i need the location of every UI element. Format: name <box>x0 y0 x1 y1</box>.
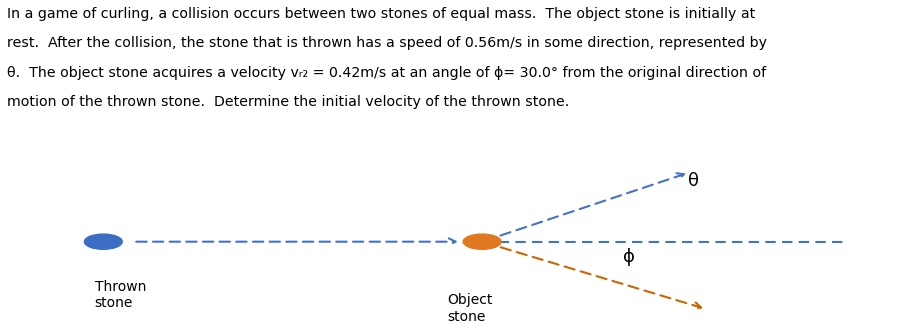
Text: motion of the thrown stone.  Determine the initial velocity of the thrown stone.: motion of the thrown stone. Determine th… <box>7 95 569 109</box>
Text: Thrown
stone: Thrown stone <box>95 280 146 310</box>
Text: θ.  The object stone acquires a velocity vᵣ₂ = 0.42m/s at an angle of ϕ= 30.0° f: θ. The object stone acquires a velocity … <box>7 66 765 80</box>
Text: θ: θ <box>687 172 698 190</box>
Text: ϕ: ϕ <box>622 248 634 266</box>
Circle shape <box>84 234 122 249</box>
Circle shape <box>462 234 500 249</box>
Text: rest.  After the collision, the stone that is thrown has a speed of 0.56m/s in s: rest. After the collision, the stone tha… <box>7 36 766 50</box>
Text: Object
stone: Object stone <box>447 294 492 324</box>
Text: In a game of curling, a collision occurs between two stones of equal mass.  The : In a game of curling, a collision occurs… <box>7 7 754 21</box>
